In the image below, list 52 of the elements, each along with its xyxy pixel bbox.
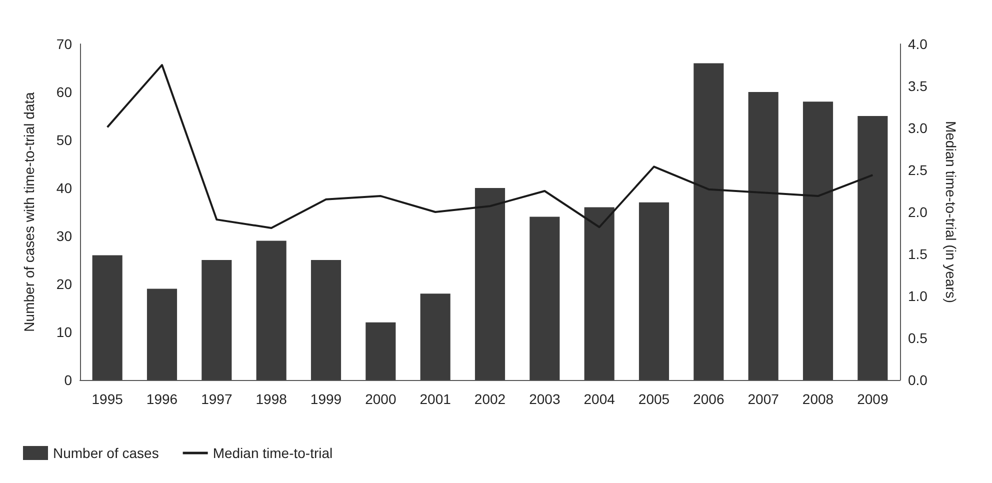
y-tick-label: 30 (56, 228, 72, 244)
y2-tick-label: 1.0 (908, 288, 928, 304)
bar (474, 188, 506, 380)
y-tick-label: 60 (56, 84, 72, 100)
bar (748, 92, 778, 380)
y-tick-label: 40 (56, 180, 72, 196)
x-tick-label: 2005 (638, 391, 670, 407)
y2-tick-label: 4.0 (908, 36, 928, 52)
y2-tick-label: 1.5 (908, 246, 928, 262)
legend-label: Number of cases (53, 445, 159, 461)
y2-tick-label: 2.5 (908, 162, 928, 178)
x-tick-label: 2004 (584, 391, 616, 407)
bar (584, 207, 614, 380)
y-tick-label: 0 (64, 372, 72, 388)
x-tick-label: 1999 (310, 391, 342, 407)
y-tick-label: 10 (56, 324, 72, 340)
bar (638, 202, 670, 380)
bar (256, 240, 286, 380)
y2-tick-label: 3.5 (908, 78, 928, 94)
y2-tick-label: 2.0 (908, 204, 928, 220)
x-tick-label: 1997 (201, 391, 232, 407)
y-axis-title: Number of cases with time-to-trial data (21, 92, 37, 332)
bar (420, 294, 450, 380)
x-tick-label: 2003 (529, 391, 560, 407)
line-series (106, 64, 874, 229)
x-tick-label: 1995 (92, 391, 124, 407)
x-tick-label: 1998 (256, 391, 288, 407)
x-tick-label: 2008 (802, 391, 834, 407)
y-tick-label: 70 (56, 36, 72, 52)
x-tick-label: 2006 (693, 391, 724, 407)
bar (366, 322, 396, 380)
legend-label: Median time-to-trial (212, 445, 333, 461)
bar (310, 260, 342, 380)
x-tick-label: 2009 (857, 391, 888, 407)
y2-axis-title: Median time-to-trial (in years) (943, 120, 959, 304)
x-tick-label: 2007 (748, 391, 780, 407)
bar (146, 288, 178, 380)
bar (694, 63, 724, 380)
bar (530, 216, 560, 380)
y2-tick-label: 0.5 (908, 330, 928, 346)
y2-tick-label: 3.0 (908, 120, 928, 136)
bar (802, 102, 834, 380)
bar (202, 260, 232, 380)
bar (858, 116, 888, 380)
x-tick-label: 2002 (474, 391, 506, 407)
y-tick-label: 50 (56, 132, 72, 148)
y2-tick-label: 0.0 (908, 372, 928, 388)
x-tick-label: 2000 (365, 391, 396, 407)
bar (92, 255, 122, 380)
y-tick-label: 20 (56, 276, 72, 292)
x-tick-label: 1996 (146, 391, 178, 407)
x-tick-label: 2001 (420, 391, 452, 407)
